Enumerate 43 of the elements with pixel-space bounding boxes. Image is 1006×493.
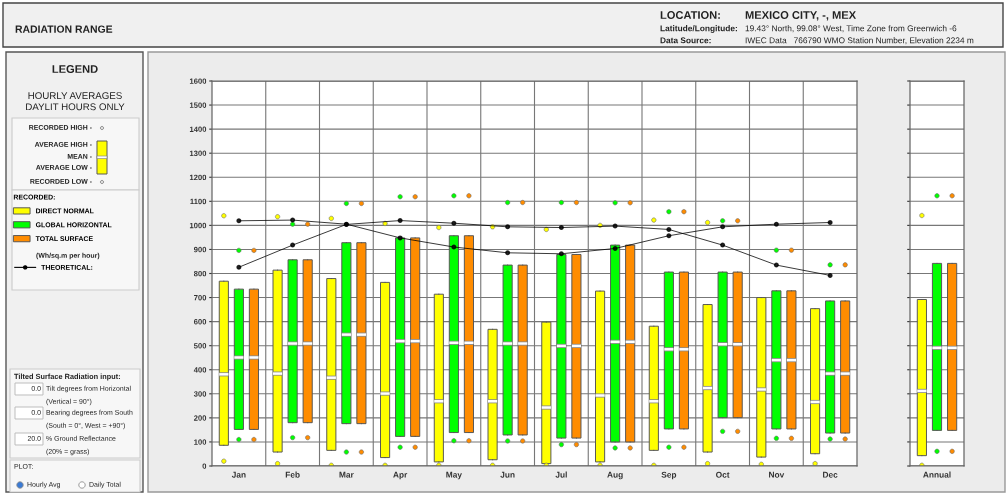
text: RADIATION RANGE — [15, 25, 113, 33]
point — [290, 217, 296, 223]
x-tick-label: Sep — [661, 471, 677, 480]
point — [612, 223, 618, 229]
point — [451, 220, 457, 226]
x-tick-label: Apr — [393, 471, 408, 480]
point — [720, 242, 726, 248]
x-tick-label: Dec — [823, 471, 838, 478]
point — [343, 221, 349, 227]
point — [505, 224, 511, 230]
point — [451, 244, 457, 250]
x-tick-label: Oct — [716, 471, 730, 478]
text: IWEC Data 766790 WMO Station Number, Elevation 2234 m — [745, 37, 974, 45]
point — [720, 224, 726, 230]
text: 19.43° North, 99.08° West, Time Zone from Greenwich -6 — [745, 25, 957, 33]
x-tick-label: Jun — [500, 471, 515, 478]
point — [558, 225, 564, 231]
point — [236, 218, 242, 224]
x-tick-label: Nov — [769, 471, 785, 478]
point — [612, 245, 618, 251]
point — [827, 272, 833, 278]
x-tick-label: May — [446, 471, 462, 480]
point — [666, 226, 672, 232]
x-tick-label: Annual — [923, 471, 951, 478]
source-note: Data Source: — [660, 37, 711, 44]
point — [290, 242, 296, 248]
point — [773, 221, 779, 227]
x-tick-label: Jan — [231, 471, 246, 478]
text: HOURLY AVERAGES DAYLIT HOURS ONLY — [26, 92, 125, 111]
x-tick-label: Feb — [285, 471, 300, 478]
x-tick-label: Aug — [607, 471, 623, 480]
point — [827, 219, 833, 225]
x-tick-label: Jul — [555, 471, 567, 478]
text: LOCATION: — [660, 11, 720, 19]
point — [397, 218, 403, 224]
x-tick-label: Mar — [339, 471, 354, 478]
point — [666, 233, 672, 239]
point — [773, 262, 779, 268]
text: Latitude/Longitude: — [660, 25, 737, 33]
point — [236, 264, 242, 270]
point — [505, 250, 511, 256]
text: MEXICO CITY, -, MEX — [745, 11, 857, 21]
text: LEGEND — [52, 65, 98, 73]
